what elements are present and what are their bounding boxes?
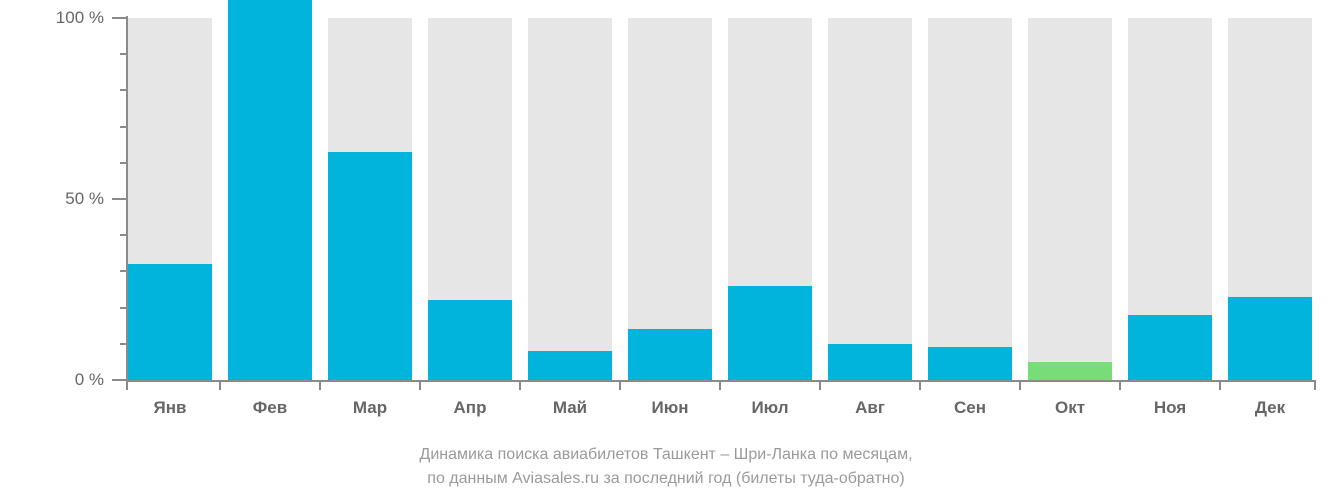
x-axis-label: Фев: [228, 398, 312, 418]
y-tick: [112, 198, 128, 200]
caption-line-1: Динамика поиска авиабилетов Ташкент – Шр…: [0, 446, 1332, 464]
chart-container: Динамика поиска авиабилетов Ташкент – Шр…: [0, 0, 1332, 502]
bar: [228, 0, 312, 380]
bar-bg: [928, 18, 1012, 380]
x-axis-label: Янв: [128, 398, 212, 418]
x-axis-label: Авг: [828, 398, 912, 418]
x-tick: [819, 380, 821, 390]
x-axis-label: Ноя: [1128, 398, 1212, 418]
bar: [1128, 315, 1212, 380]
x-axis-label: Сен: [928, 398, 1012, 418]
bar: [1228, 297, 1312, 380]
y-axis-label: 100 %: [56, 8, 104, 28]
y-tick-minor: [120, 270, 128, 272]
y-tick-minor: [120, 89, 128, 91]
y-tick: [112, 17, 128, 19]
y-tick-minor: [120, 126, 128, 128]
bar-bg: [1028, 18, 1112, 380]
y-axis-label: 0 %: [75, 370, 104, 390]
bar: [728, 286, 812, 380]
y-tick-minor: [120, 343, 128, 345]
bar: [628, 329, 712, 380]
x-tick: [1314, 380, 1316, 390]
bar: [928, 347, 1012, 380]
y-tick-minor: [120, 53, 128, 55]
bar: [1028, 362, 1112, 380]
x-tick: [919, 380, 921, 390]
bar: [828, 344, 912, 380]
x-tick: [619, 380, 621, 390]
x-axis-label: Май: [528, 398, 612, 418]
y-axis-label: 50 %: [65, 189, 104, 209]
caption-line-2: по данным Aviasales.ru за последний год …: [0, 470, 1332, 488]
x-axis-label: Июл: [728, 398, 812, 418]
bar: [128, 264, 212, 380]
bar-bg: [628, 18, 712, 380]
x-tick: [519, 380, 521, 390]
bar: [428, 300, 512, 380]
x-tick: [719, 380, 721, 390]
x-axis-label: Дек: [1228, 398, 1312, 418]
y-tick-minor: [120, 234, 128, 236]
x-tick: [219, 380, 221, 390]
x-tick: [1019, 380, 1021, 390]
bar-bg: [528, 18, 612, 380]
x-axis-label: Мар: [328, 398, 412, 418]
x-tick: [419, 380, 421, 390]
x-axis-line: [126, 380, 1316, 382]
x-axis-label: Июн: [628, 398, 712, 418]
bar: [328, 152, 412, 380]
bar-bg: [828, 18, 912, 380]
x-tick: [319, 380, 321, 390]
bar: [528, 351, 612, 380]
y-tick-minor: [120, 162, 128, 164]
x-tick: [126, 380, 128, 390]
x-axis-label: Апр: [428, 398, 512, 418]
x-axis-label: Окт: [1028, 398, 1112, 418]
x-tick: [1219, 380, 1221, 390]
y-tick-minor: [120, 307, 128, 309]
x-tick: [1119, 380, 1121, 390]
